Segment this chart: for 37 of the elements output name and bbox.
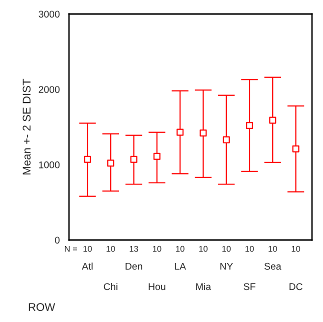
text: 10 [199, 246, 208, 252]
y-axis-title: Mean +- 2 SE DIST [22, 78, 31, 174]
y-tick-label: 2000 [38, 86, 60, 93]
text: 10 [106, 246, 115, 252]
text: 10 [246, 246, 254, 252]
text: 10 [292, 246, 300, 252]
x-tick-label: NY [220, 262, 233, 270]
point [176, 128, 184, 136]
x-tick-label: LA [174, 262, 186, 270]
text: 10 [222, 246, 231, 252]
point [153, 152, 160, 160]
y-tick-label: 0 [54, 236, 60, 244]
text: 13 [130, 246, 138, 252]
text: 10 [268, 246, 277, 252]
x-axis-title: ROW [28, 303, 56, 311]
x-tick-label: Atl [82, 262, 93, 270]
point [130, 156, 138, 163]
y-tick-label: 3000 [38, 10, 60, 18]
text: 10 [84, 246, 92, 252]
point [269, 116, 276, 124]
text: N = [64, 246, 78, 252]
point [292, 145, 300, 152]
y-tick-label: 1000 [39, 161, 60, 168]
x-tick-label: Den [126, 262, 142, 270]
point [222, 136, 230, 144]
x-tick-label: Sea [264, 262, 282, 270]
point [246, 122, 254, 129]
x-tick-label: SF [244, 283, 256, 290]
x-tick-label: Mia [196, 282, 212, 290]
x-tick-label: Hou [148, 283, 166, 290]
point [84, 156, 92, 163]
point [200, 130, 207, 137]
text: 10 [152, 246, 162, 252]
x-tick-label: DC [290, 283, 302, 290]
text: 10 [176, 246, 184, 252]
point [107, 160, 114, 167]
x-tick-label: Chi [104, 282, 118, 290]
